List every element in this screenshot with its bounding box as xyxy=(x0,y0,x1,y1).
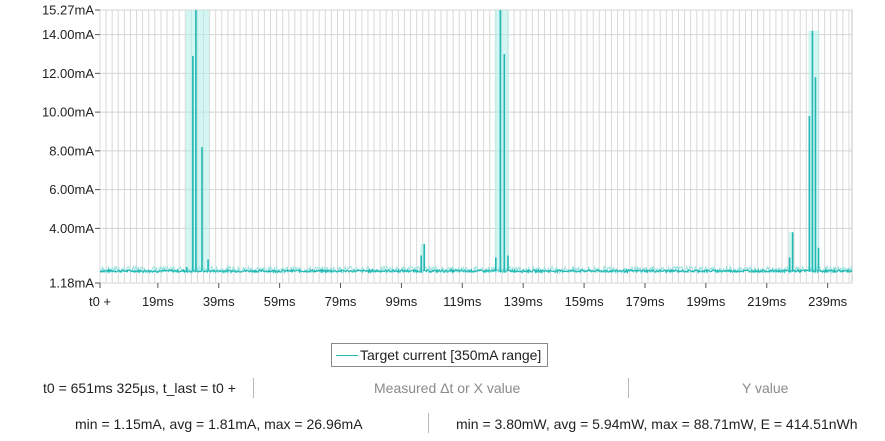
spike-envelope xyxy=(185,10,210,271)
measured-label: Measured Δt or X value xyxy=(374,380,521,396)
spike-envelope xyxy=(420,243,426,271)
spike-event xyxy=(494,10,509,271)
x-tick-label: 139ms xyxy=(504,294,544,309)
x-tick-label: 99ms xyxy=(386,294,418,309)
x-axis: t0 + 19ms 39ms 59ms 79ms 99ms 119ms 139ms 159ms 1… xyxy=(89,283,848,309)
separator xyxy=(628,378,629,398)
spike-event xyxy=(808,30,820,271)
chart-grid xyxy=(99,9,853,284)
x-tick-label: 199ms xyxy=(686,294,726,309)
y-tick-label: 12.00mA xyxy=(42,66,94,81)
x-tick-label: 239ms xyxy=(808,294,848,309)
legend-swatch xyxy=(336,354,358,356)
plot-area xyxy=(99,9,853,284)
x-tick-label: 79ms xyxy=(325,294,357,309)
y-tick-label: 14.00mA xyxy=(42,27,94,42)
y-tick-label: 1.18mA xyxy=(49,276,94,291)
spike-event xyxy=(185,10,210,271)
separator xyxy=(428,413,429,433)
x-tick-label: 39ms xyxy=(203,294,235,309)
x-tick-label: 19ms xyxy=(142,294,174,309)
y-tick-label: 4.00mA xyxy=(49,221,94,236)
x-tick-label: t0 + xyxy=(89,294,111,309)
power-summary: min = 3.80mW, avg = 5.94mW, max = 88.71m… xyxy=(456,416,858,432)
legend-label: Target current [350mA range] xyxy=(360,347,542,363)
y-axis: 15.27mA 14.00mA 12.00mA 10.00mA 8.00mA 6.00mA… xyxy=(42,3,100,291)
spike-event xyxy=(420,243,426,271)
chart-legend[interactable]: Target current [350mA range] xyxy=(331,343,549,367)
spike-envelope xyxy=(788,232,794,271)
current-chart[interactable]: 15.27mA 14.00mA 12.00mA 10.00mA 8.00mA 6.00mA… xyxy=(0,0,885,330)
time-range-text: t0 = 651ms 325µs, t_last = t0 + xyxy=(43,380,236,396)
x-tick-label: 59ms xyxy=(264,294,296,309)
current-summary: min = 1.15mA, avg = 1.81mA, max = 26.96m… xyxy=(75,416,363,432)
spike-event xyxy=(788,232,794,271)
y-tick-label: 6.00mA xyxy=(49,182,94,197)
y-value-label: Y value xyxy=(742,380,789,396)
separator xyxy=(253,378,254,398)
y-tick-label: 10.00mA xyxy=(42,105,94,120)
x-tick-label: 219ms xyxy=(747,294,787,309)
x-tick-label: 119ms xyxy=(443,294,482,309)
spike-envelope xyxy=(494,10,509,271)
spike-envelope xyxy=(808,30,820,271)
x-tick-label: 159ms xyxy=(565,294,605,309)
series-baseline xyxy=(99,268,853,274)
y-tick-label: 8.00mA xyxy=(49,143,94,158)
series-target-current xyxy=(99,10,853,275)
y-tick-label: 15.27mA xyxy=(42,3,94,18)
x-tick-label: 179ms xyxy=(625,294,665,309)
